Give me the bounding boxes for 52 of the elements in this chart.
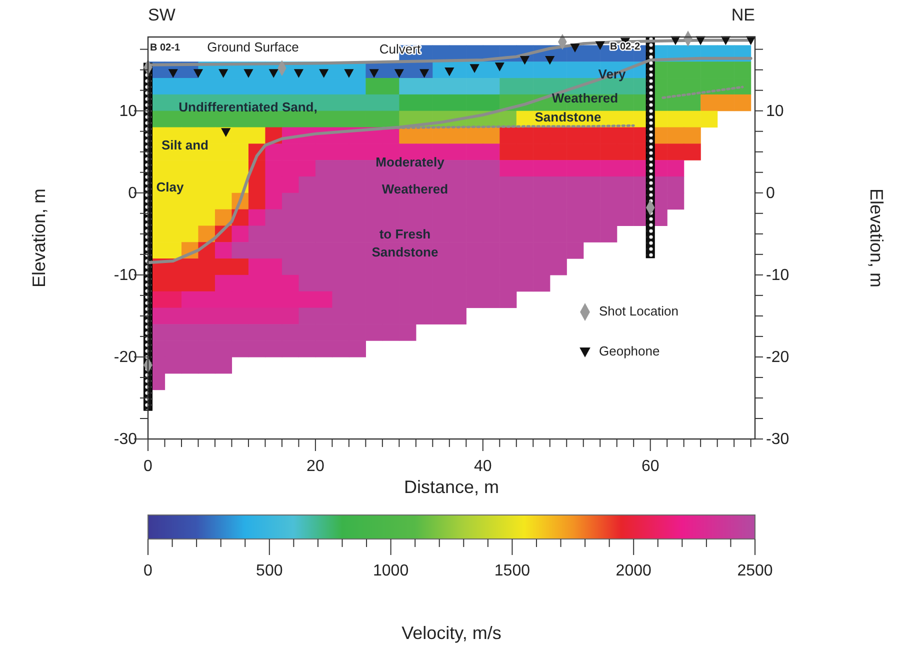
annotation: Clay [156, 179, 184, 194]
legend-label: Shot Location [599, 303, 679, 318]
annotation: Silt and [162, 137, 209, 152]
x-axis-title: Distance, m [404, 476, 500, 497]
point [444, 67, 454, 76]
annotation: Weathered [552, 90, 618, 106]
point [394, 69, 404, 78]
y2-axis-title: Elevation, m [866, 188, 886, 288]
annotation: Very [598, 66, 626, 82]
annotation: Sandstone [534, 109, 602, 124]
annotation: Ground Surface [207, 39, 299, 54]
y-tick-label: 0 [128, 185, 138, 202]
y2-tick-label: 0 [766, 185, 775, 202]
color-bar-label: 1000 [373, 562, 409, 580]
y-tick-label: -30 [114, 431, 138, 448]
point [244, 69, 254, 78]
color-bar-label: 500 [256, 562, 283, 580]
y-tick-label: -20 [114, 349, 138, 366]
point [294, 69, 304, 78]
y-axis-title: Elevation, m [28, 188, 49, 288]
annotation: Undifferentiated Sand, [178, 99, 318, 114]
annotation: B 02-1 [150, 42, 180, 54]
point [595, 41, 605, 50]
annotation: Moderately [376, 154, 446, 170]
annotation: to Fresh [379, 226, 431, 242]
point [545, 56, 555, 65]
y2-tick-label: -30 [766, 431, 790, 448]
annotation: Weathered [382, 181, 448, 196]
x-tick-label: 20 [306, 458, 324, 475]
y2-tick-label: -20 [766, 349, 790, 366]
color-bar-label: 2500 [737, 562, 773, 580]
y-tick-label: 10 [119, 102, 138, 120]
y2-tick-label: 10 [766, 102, 784, 120]
color-bar-label: 1500 [494, 562, 530, 580]
color-bar-label: 2000 [616, 562, 652, 580]
x-tick-label: 0 [144, 458, 153, 475]
y2-tick-label: -10 [766, 267, 790, 284]
point [344, 69, 354, 78]
text: NE [731, 5, 755, 24]
point [520, 56, 530, 65]
y-tick-label: -10 [114, 267, 138, 284]
point [494, 62, 504, 72]
color-bar-title: Velocity, m/s [402, 622, 502, 643]
legend-label: Geophone [599, 343, 660, 358]
color-bar-label: 0 [144, 562, 153, 580]
x-tick-label: 60 [641, 458, 660, 475]
text: SW [148, 5, 176, 24]
annotation: Sandstone [372, 244, 438, 260]
annotation: B 02-2 [610, 42, 640, 53]
x-tick-label: 40 [474, 458, 492, 475]
point [570, 44, 580, 52]
point [193, 69, 204, 78]
